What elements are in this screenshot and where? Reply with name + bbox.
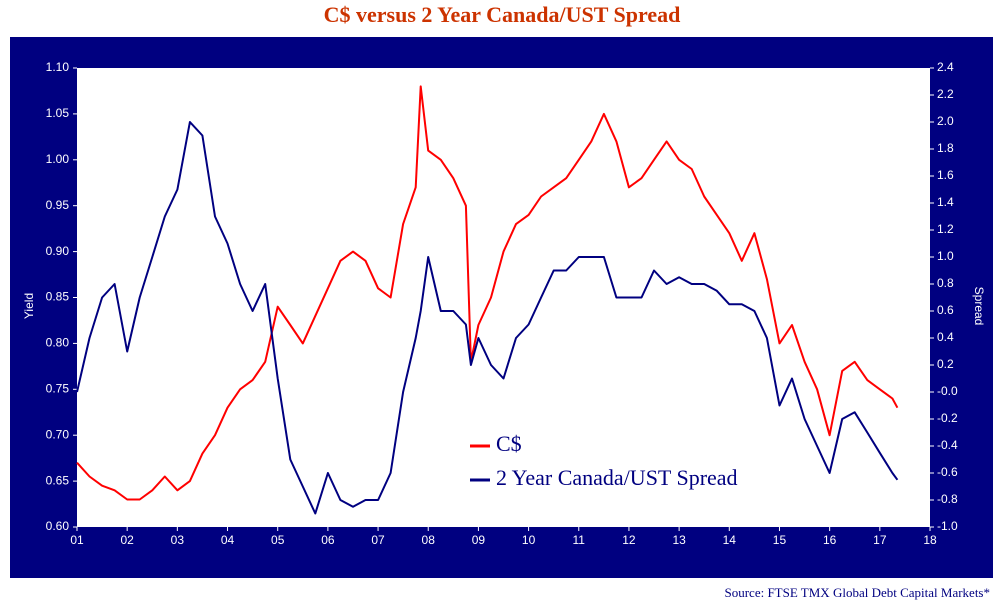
y2-tick-label: 0.2 (937, 357, 954, 371)
source: Source: FTSE TMX Global Debt Capital Mar… (724, 585, 990, 600)
y-tick-label: 0.75 (46, 381, 70, 395)
series-line (76, 121, 899, 515)
series-line (76, 85, 899, 501)
y-tick-label: 0.80 (46, 336, 70, 350)
y2-tick-label: -0.4 (937, 438, 958, 452)
y-tick-label: 1.00 (46, 152, 70, 166)
x-tick-label: 17 (873, 533, 887, 547)
y2-tick-label: 0.4 (937, 330, 954, 344)
y2-tick-label: 1.6 (937, 168, 954, 182)
y-tick-label: 0.70 (46, 427, 70, 441)
y-axis-label: Yield (22, 293, 36, 319)
y2-tick-label: 2.0 (937, 114, 954, 128)
x-tick-label: 05 (271, 533, 285, 547)
x-tick-label: 18 (923, 533, 937, 547)
y2-tick-label: -0.2 (937, 411, 958, 425)
x-tick-label: 08 (422, 533, 436, 547)
legend-label: C$ (496, 431, 522, 456)
x-tick-label: 06 (321, 533, 335, 547)
y-tick-label: 0.90 (46, 244, 70, 258)
x-tick-label: 10 (522, 533, 536, 547)
chart-title: C$ versus 2 Year Canada/UST Spread (324, 2, 681, 27)
y2-tick-label: 2.4 (937, 60, 954, 74)
x-tick-label: 04 (221, 533, 235, 547)
x-tick-label: 14 (723, 533, 737, 547)
x-tick-label: 01 (70, 533, 84, 547)
y2-axis-label: Spread (972, 287, 986, 326)
y2-tick-label: 1.4 (937, 195, 954, 209)
y2-tick-label: 1.8 (937, 141, 954, 155)
y2-tick-label: 1.2 (937, 222, 954, 236)
y2-tick-label: 1.0 (937, 249, 954, 263)
x-tick-label: 15 (773, 533, 787, 547)
x-tick-label: 16 (823, 533, 837, 547)
y2-tick-label: 0.8 (937, 276, 954, 290)
y-tick-label: 0.65 (46, 473, 70, 487)
x-tick-label: 12 (622, 533, 636, 547)
legend-label: 2 Year Canada/UST Spread (496, 465, 738, 490)
y-tick-label: 0.85 (46, 290, 70, 304)
y2-tick-label: -0.6 (937, 465, 958, 479)
y-tick-label: 1.10 (46, 60, 70, 74)
plot-area (77, 68, 930, 527)
y2-tick-label: -0.0 (937, 384, 958, 398)
x-tick-label: 03 (171, 533, 185, 547)
x-tick-label: 13 (672, 533, 686, 547)
x-tick-label: 02 (120, 533, 134, 547)
y-tick-label: 0.95 (46, 198, 70, 212)
y-tick-label: 0.60 (46, 519, 70, 533)
y-tick-label: 1.05 (46, 106, 70, 120)
x-tick-label: 09 (472, 533, 486, 547)
y2-tick-label: -0.8 (937, 492, 958, 506)
y2-tick-label: 2.2 (937, 87, 954, 101)
x-tick-label: 11 (573, 533, 586, 547)
x-tick-label: 07 (371, 533, 385, 547)
y2-tick-label: 0.6 (937, 303, 954, 317)
y2-tick-label: -1.0 (937, 519, 958, 533)
